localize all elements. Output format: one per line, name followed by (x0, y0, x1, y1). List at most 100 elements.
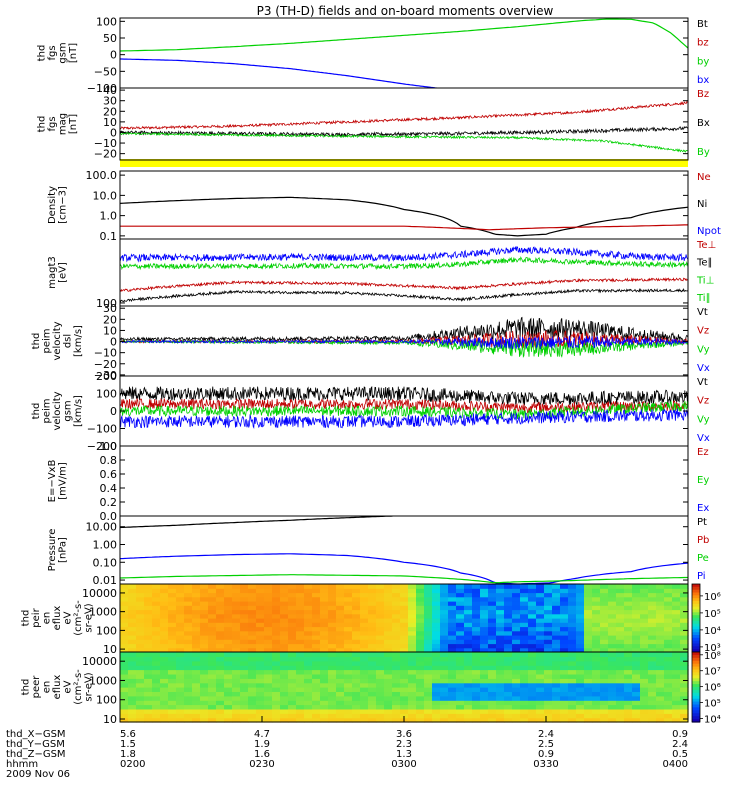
y-axis-label: thd (31, 333, 42, 350)
spectrogram-cell (272, 708, 281, 714)
spectrogram-cell (440, 630, 449, 636)
spectrogram-cell (168, 605, 177, 611)
spectrogram-cell (472, 704, 481, 710)
spectrogram-cell (120, 700, 129, 706)
spectrogram-cell (616, 592, 625, 598)
spectrogram-cell (512, 717, 521, 723)
spectrogram-cell (240, 639, 249, 645)
spectrogram-cell (384, 708, 393, 714)
spectrogram-image (120, 652, 689, 723)
spectrogram-cell (280, 691, 289, 697)
series-te-red-line (120, 277, 688, 293)
spectrogram-cell (488, 652, 497, 657)
legend-item: Bt (697, 19, 708, 30)
spectrogram-cell (512, 635, 521, 640)
spectrogram-cell (656, 678, 665, 684)
spectrogram-cell (320, 635, 329, 640)
spectrogram-cell (680, 584, 689, 589)
spectrogram-cell (568, 639, 577, 645)
spectrogram-cell (504, 708, 513, 714)
spectrogram-cell (440, 592, 449, 598)
spectrogram-cell (640, 656, 649, 662)
spectrogram-cell (344, 704, 353, 710)
spectrogram-cell (456, 635, 465, 640)
spectrogram-cell (176, 626, 185, 632)
spectrogram-cell (328, 613, 337, 619)
spectrogram-cell (552, 656, 561, 662)
spectrogram-cell (248, 605, 257, 611)
spectrogram-cell (552, 687, 561, 692)
spectrogram-cell (640, 695, 649, 701)
spectrogram-cell (376, 704, 385, 710)
spectrogram-cell (472, 609, 481, 615)
spectrogram-cell (360, 704, 369, 710)
spectrogram-cell (384, 678, 393, 684)
spectrogram-cell (176, 687, 185, 692)
spectrogram-cell (128, 669, 137, 675)
spectrogram-cell (248, 584, 257, 589)
spectrogram-cell (648, 643, 657, 649)
spectrogram-cell (632, 596, 641, 602)
spectrogram-cell (568, 669, 577, 675)
spectrogram-cell (336, 682, 345, 688)
spectrogram-cell (168, 717, 177, 723)
spectrogram-cell (384, 622, 393, 628)
spectrogram-cell (312, 656, 321, 662)
spectrogram-cell (568, 700, 577, 706)
spectrogram-cell (512, 626, 521, 632)
x-axis-value: 2.4 (672, 739, 688, 750)
spectrogram-cell (584, 626, 593, 632)
spectrogram-cell (504, 635, 513, 640)
spectrogram-cell (200, 596, 209, 602)
x-axis-value: 0400 (663, 759, 688, 770)
spectrogram-cell (376, 656, 385, 662)
spectrogram-cell (504, 588, 513, 594)
spectrogram-cell (184, 687, 193, 692)
spectrogram-cell (656, 584, 665, 589)
spectrogram-cell (560, 609, 569, 615)
spectrogram-cell (512, 713, 521, 719)
spectrogram-cell (648, 717, 657, 723)
spectrogram-cell (176, 622, 185, 628)
spectrogram-cell (376, 630, 385, 636)
spectrogram-cell (544, 700, 553, 706)
spectrogram-cell (464, 708, 473, 714)
spectrogram-cell (168, 639, 177, 645)
spectrogram-cell (648, 588, 657, 594)
colorbar-step (692, 660, 700, 665)
spectrogram-cell (384, 713, 393, 719)
spectrogram-cell (584, 601, 593, 606)
spectrogram-cell (280, 618, 289, 623)
spectrogram-cell (624, 622, 633, 628)
spectrogram-cell (536, 713, 545, 719)
spectrogram-cell (456, 584, 465, 589)
spectrogram-cell (408, 713, 417, 719)
spectrogram-cell (664, 613, 673, 619)
spectrogram-cell (448, 626, 457, 632)
spectrogram-cell (488, 656, 497, 662)
y-tick-label: −30 (94, 369, 117, 382)
spectrogram-cell (200, 700, 209, 706)
spectrogram-cell (368, 592, 377, 598)
spectrogram-cell (656, 673, 665, 679)
spectrogram-cell (424, 665, 433, 671)
spectrogram-cell (496, 656, 505, 662)
spectrogram-cell (320, 704, 329, 710)
spectrogram-cell (680, 605, 689, 611)
spectrogram-cell (216, 613, 225, 619)
y-axis-label: fgs (47, 45, 58, 60)
spectrogram-cell (648, 635, 657, 640)
spectrogram-cell (256, 622, 265, 628)
spectrogram-cell (592, 639, 601, 645)
spectrogram-cell (664, 643, 673, 649)
spectrogram-cell (504, 687, 513, 692)
series-vz-line (120, 397, 688, 414)
spectrogram-cell (648, 700, 657, 706)
spectrogram-cell (152, 652, 161, 657)
spectrogram-cell (472, 717, 481, 723)
spectrogram-cell (144, 618, 153, 623)
spectrogram-cell (280, 588, 289, 594)
spectrogram-cell (616, 678, 625, 684)
spectrogram-cell (136, 592, 145, 598)
spectrogram-cell (376, 665, 385, 671)
